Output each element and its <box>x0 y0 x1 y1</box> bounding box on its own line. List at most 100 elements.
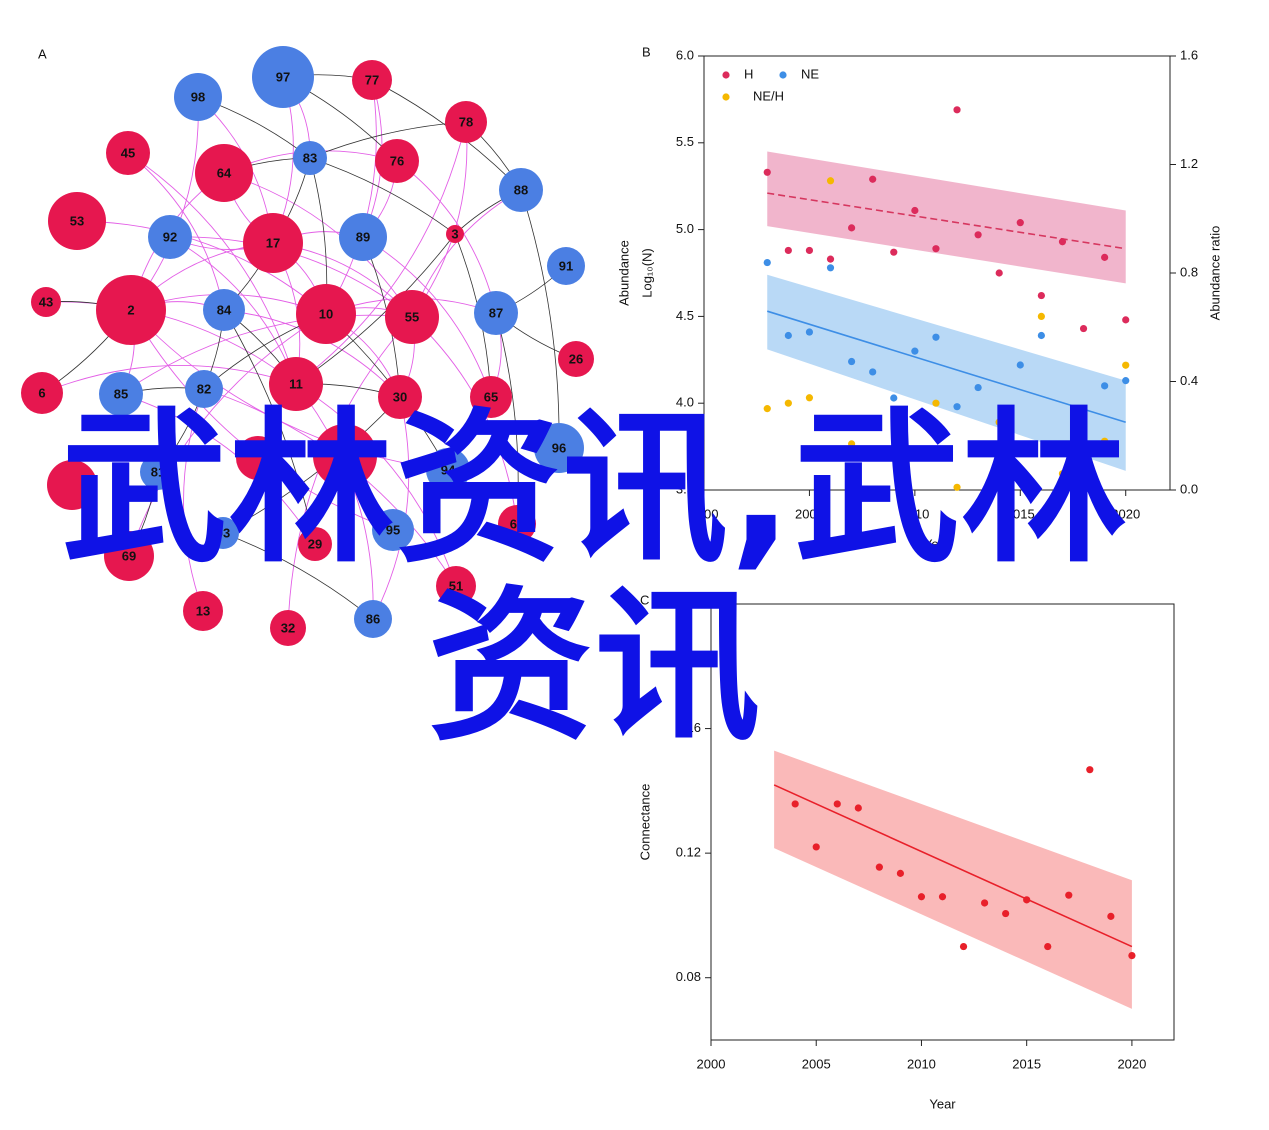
node-label: 13 <box>196 603 210 618</box>
data-point <box>848 440 856 448</box>
data-point <box>1101 437 1109 445</box>
data-point <box>763 258 771 267</box>
node-label: 78 <box>459 114 473 129</box>
node-label: 11 <box>289 376 303 391</box>
data-point <box>974 383 982 392</box>
network-node <box>378 375 422 419</box>
data-point <box>869 368 877 376</box>
data-point <box>959 942 968 951</box>
network-node <box>470 376 512 418</box>
node-label: 98 <box>191 89 205 104</box>
data-point <box>890 394 898 402</box>
data-point <box>995 418 1003 426</box>
network-node <box>375 139 419 183</box>
data-point <box>826 255 835 263</box>
data-point <box>911 445 919 453</box>
network-edge <box>223 172 413 318</box>
x-tick-label: 2000 <box>690 506 719 521</box>
data-point <box>784 331 792 340</box>
node-label: 53 <box>70 213 84 228</box>
network-node <box>48 192 106 250</box>
data-point <box>890 248 898 256</box>
network-edge <box>183 388 205 612</box>
data-point <box>1058 443 1067 451</box>
x-tick-label: 2020 <box>1117 1056 1146 1071</box>
network-edge <box>223 309 316 545</box>
data-point <box>953 403 961 411</box>
data-point <box>1107 912 1115 920</box>
network-node <box>445 101 487 143</box>
network-edge <box>520 189 560 449</box>
node-label: 93 <box>216 525 230 540</box>
network-node <box>140 454 176 490</box>
network-node <box>372 509 414 551</box>
fit-line <box>767 192 1126 250</box>
node-label: 77 <box>365 72 379 87</box>
node-label: 91 <box>559 258 573 273</box>
network-node <box>352 60 392 100</box>
data-point <box>995 269 1003 277</box>
network-edge <box>372 396 410 620</box>
y2-tick-label: 1.2 <box>1180 156 1198 171</box>
node-label: 83 <box>303 150 317 165</box>
network-node <box>96 275 166 345</box>
network-node <box>236 436 280 480</box>
data-point <box>763 405 771 413</box>
network-edge <box>362 236 492 398</box>
node-label: 17 <box>266 235 280 250</box>
data-point <box>953 106 961 114</box>
data-point <box>1002 909 1010 918</box>
node-label: 76 <box>390 153 404 168</box>
node-label: 84 <box>217 302 232 317</box>
network-node <box>298 527 332 561</box>
node-label: 61 <box>510 516 524 531</box>
data-point <box>791 800 799 808</box>
network-node <box>252 46 314 108</box>
data-point <box>784 399 792 407</box>
network-node <box>296 284 356 344</box>
node-label: 43 <box>39 294 53 309</box>
node-label: 10 <box>319 306 333 321</box>
data-point <box>854 804 862 812</box>
network-edge <box>45 301 297 385</box>
data-point <box>1023 896 1031 904</box>
network-edge <box>495 312 519 525</box>
fit-line <box>767 310 1126 424</box>
node-label: 69 <box>122 548 136 563</box>
network-edge <box>127 152 297 385</box>
network-node <box>207 517 239 549</box>
network-node <box>446 225 464 243</box>
y-tick-label: 4.5 <box>676 308 694 323</box>
network-node <box>148 215 192 259</box>
data-point <box>974 231 982 239</box>
node-label: 85 <box>114 386 128 401</box>
node-label: 94 <box>441 462 456 477</box>
data-point <box>826 264 835 272</box>
node-label: 87 <box>489 305 503 320</box>
data-point <box>932 245 940 253</box>
data-point <box>953 483 961 491</box>
data-point <box>1101 382 1109 390</box>
network-node <box>270 610 306 646</box>
node-label: 3 <box>451 226 458 241</box>
data-point <box>980 899 989 907</box>
data-point <box>1122 316 1130 324</box>
node-label: 81 <box>151 464 165 479</box>
data-point <box>1086 766 1094 774</box>
network-node <box>339 213 387 261</box>
y-tick-label: 0.16 <box>676 720 701 735</box>
data-point <box>784 246 792 255</box>
y2-axis-label: Abundance ratio <box>1207 226 1222 321</box>
data-point <box>1037 312 1045 320</box>
network-node <box>243 213 303 273</box>
node-label: 96 <box>552 440 566 455</box>
data-point <box>1016 445 1024 453</box>
data-point <box>805 328 814 336</box>
data-point <box>848 224 856 232</box>
network-edge <box>309 157 456 235</box>
legend-label: H <box>744 66 753 81</box>
network-edge <box>76 220 327 315</box>
network-node <box>474 291 518 335</box>
network-edge <box>295 383 374 620</box>
